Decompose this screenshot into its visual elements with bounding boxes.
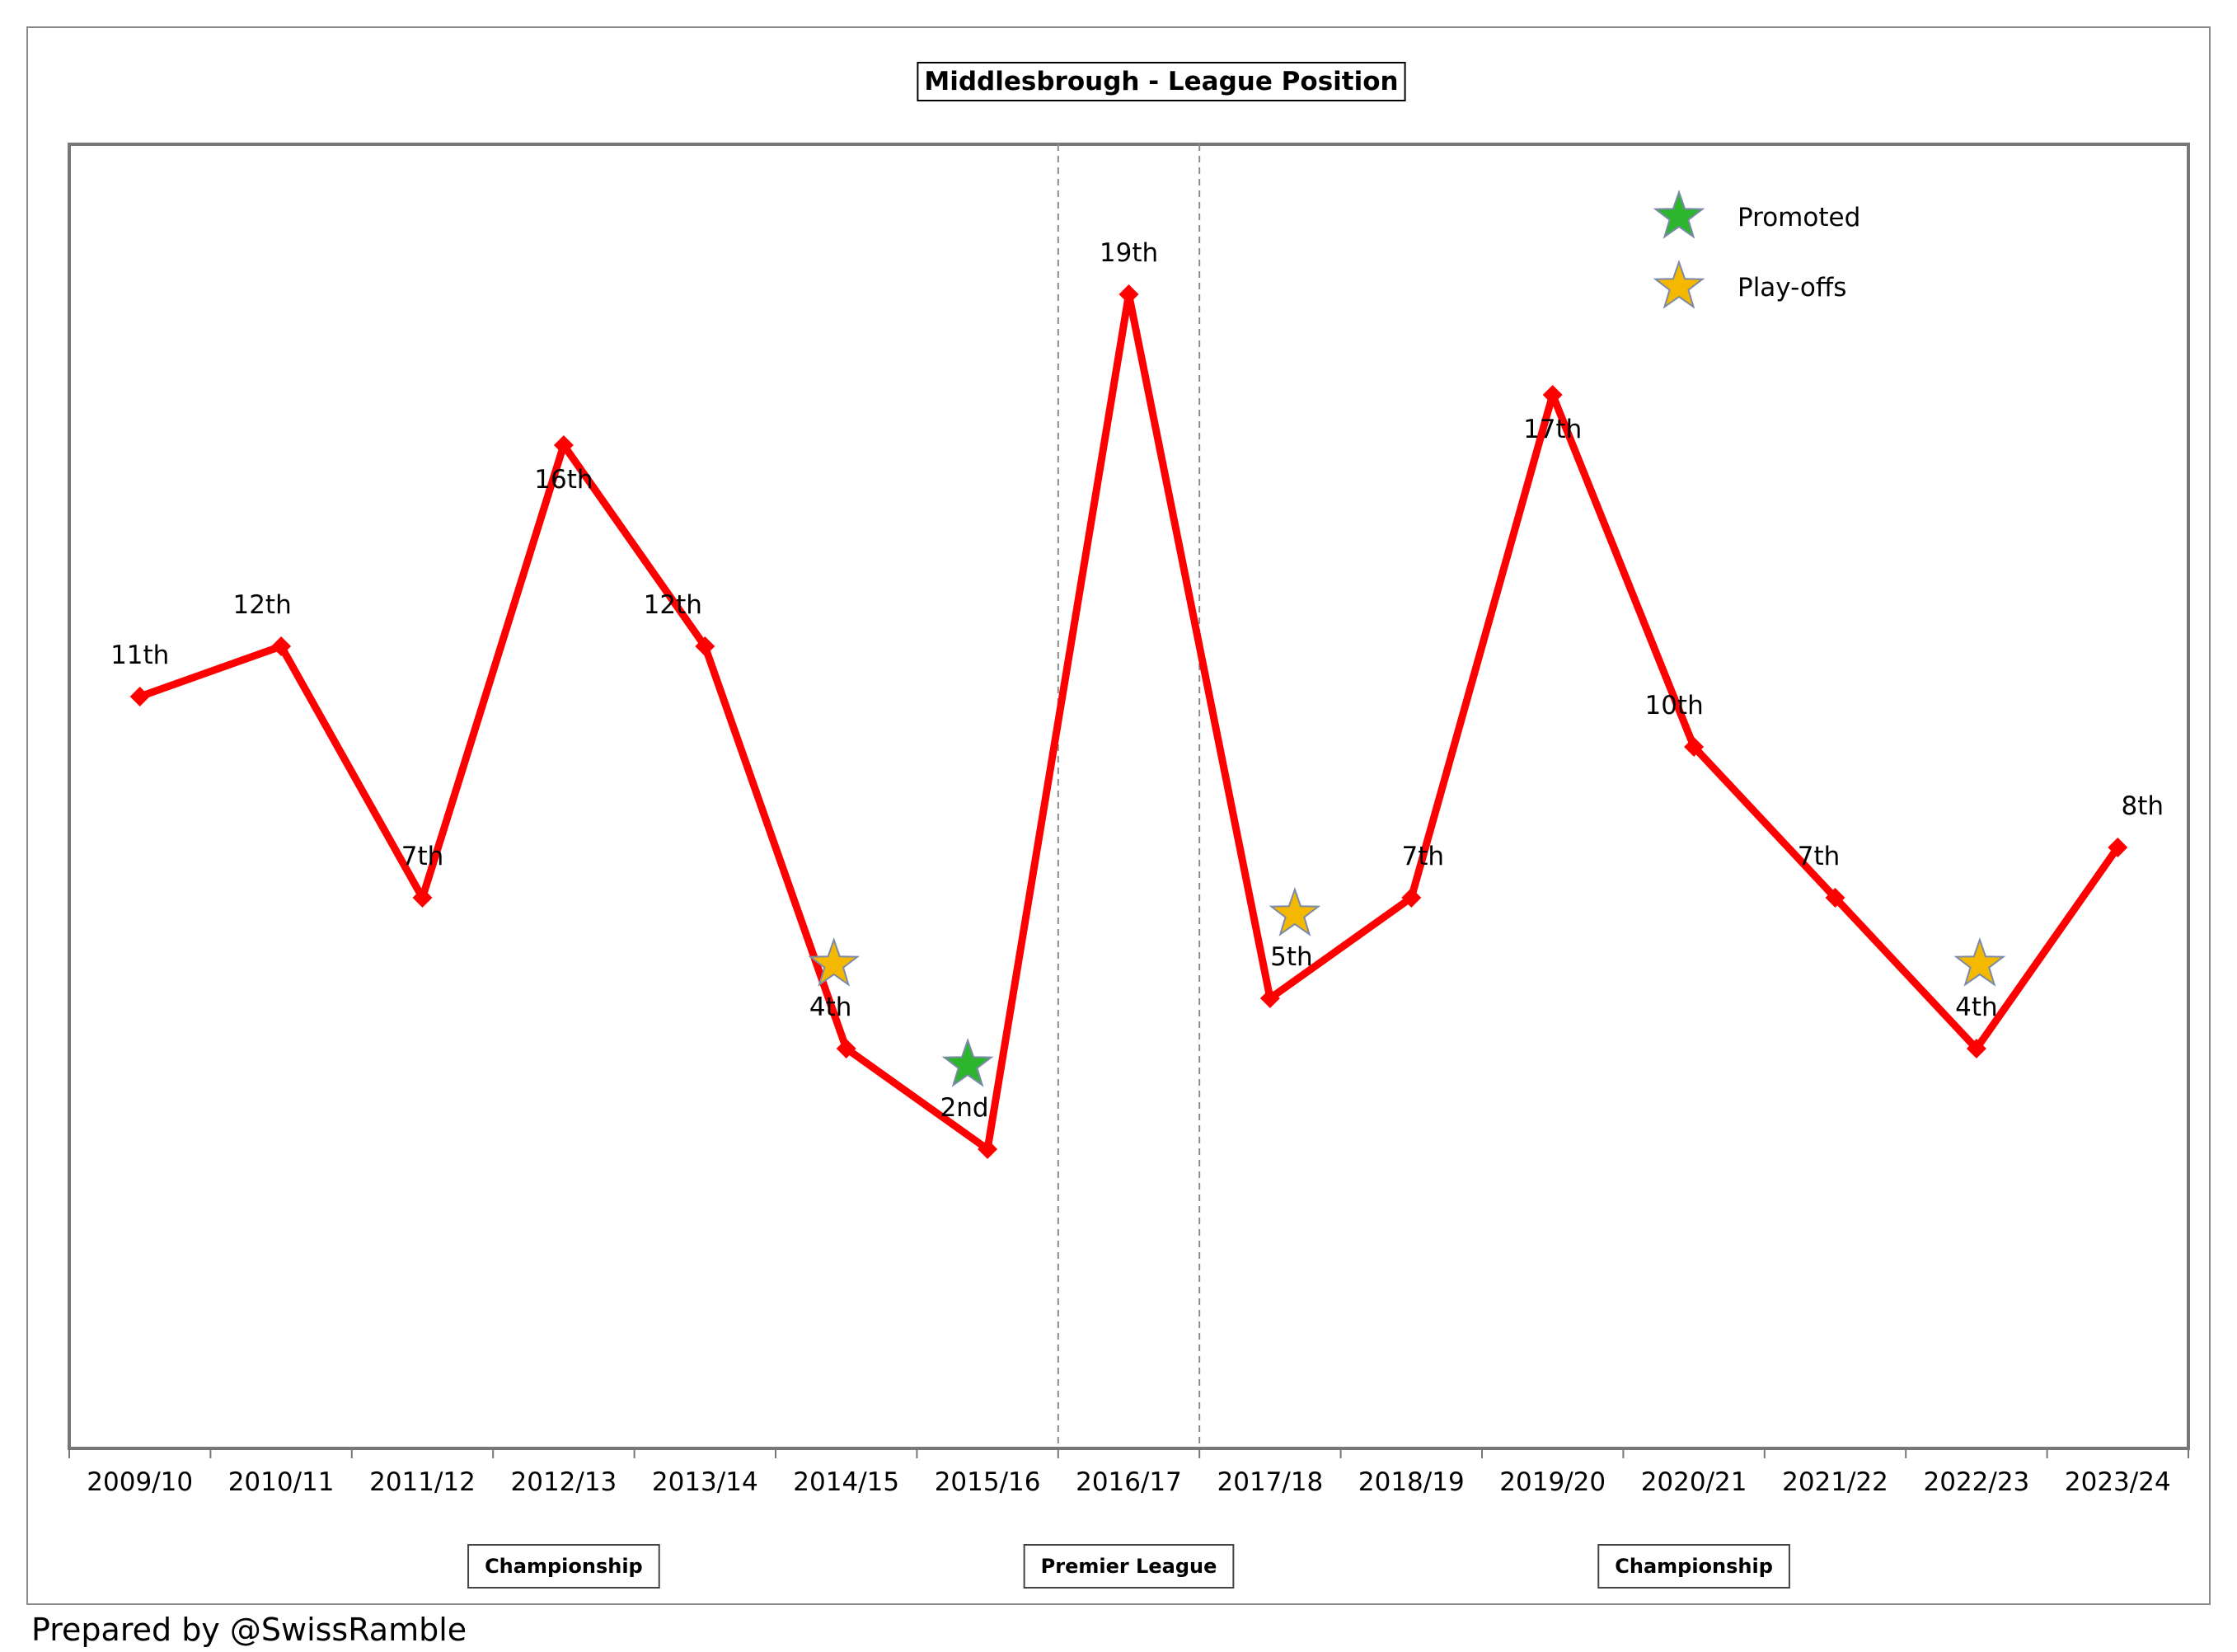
data-point xyxy=(2108,838,2128,857)
credit-text: Prepared by @SwissRamble xyxy=(31,1612,467,1648)
division-label: Premier League xyxy=(1041,1555,1217,1578)
playoffs-legend-star-icon xyxy=(1653,259,1705,309)
division-labels: Championship Premier League Championship xyxy=(467,1544,1790,1589)
data-labels: 11th 12th 7th 16th 12th 4th 2nd 19th 5th 7th 17th 1… xyxy=(110,238,2164,1123)
data-label: 2nd xyxy=(940,1093,989,1123)
data-point xyxy=(271,636,292,656)
x-tick-label: 2010/11 xyxy=(228,1467,335,1497)
data-label: 12th xyxy=(232,590,291,620)
data-label: 8th xyxy=(2122,791,2164,821)
data-point xyxy=(1259,988,1280,1008)
promoted-star-icon xyxy=(941,1037,994,1087)
legend: Promoted Play-offs xyxy=(1653,189,1860,309)
data-label: 7th xyxy=(1798,842,1841,871)
x-tick-label: 2023/24 xyxy=(2065,1467,2171,1497)
playoffs-star-icon xyxy=(1269,886,1321,936)
data-point xyxy=(695,636,715,656)
data-label: 12th xyxy=(644,590,702,620)
data-label: 11th xyxy=(110,641,169,670)
division-label: Championship xyxy=(1615,1555,1773,1578)
x-tick-label: 2014/15 xyxy=(793,1467,899,1497)
playoffs-star-icon xyxy=(1953,936,2006,987)
division-label-box xyxy=(467,1544,660,1589)
data-point xyxy=(836,1039,856,1058)
data-label: 4th xyxy=(809,993,852,1022)
data-label: 17th xyxy=(1523,415,1582,444)
data-label: 4th xyxy=(1955,993,1998,1022)
division-label-box xyxy=(1597,1544,1790,1589)
division-label-box xyxy=(1023,1544,1235,1589)
data-point xyxy=(1966,1039,1986,1058)
data-point xyxy=(1825,888,1845,908)
x-tick-label: 2017/18 xyxy=(1217,1467,1324,1497)
data-label: 7th xyxy=(1402,842,1445,871)
data-point xyxy=(553,435,574,455)
x-tick-label: 2016/17 xyxy=(1076,1467,1182,1497)
promoted-legend-star-icon xyxy=(1653,189,1705,239)
x-tick-label: 2009/10 xyxy=(87,1467,193,1497)
data-label: 10th xyxy=(1644,691,1703,720)
x-tick-label: 2013/14 xyxy=(652,1467,758,1497)
data-label: 5th xyxy=(1270,942,1313,972)
data-point xyxy=(978,1139,998,1159)
x-tick-label: 2019/20 xyxy=(1499,1467,1606,1497)
x-tick-label: 2020/21 xyxy=(1641,1467,1747,1497)
x-tick-label: 2022/23 xyxy=(1924,1467,2030,1497)
x-tick-label: 2011/12 xyxy=(369,1467,476,1497)
data-point xyxy=(1684,737,1705,757)
chart-title: Middlesbrough - League Position xyxy=(924,67,1398,96)
x-tick-label: 2021/22 xyxy=(1782,1467,1888,1497)
chart-frame xyxy=(26,26,2211,1605)
playoffs-star-icon xyxy=(808,936,861,987)
data-point xyxy=(1401,888,1422,908)
data-label: 16th xyxy=(534,465,593,495)
data-point xyxy=(1542,385,1563,405)
data-point xyxy=(412,888,433,908)
x-tick-label: 2012/13 xyxy=(511,1467,617,1497)
chart-title-group: Middlesbrough - League Position xyxy=(917,62,1406,101)
x-tick-label: 2018/19 xyxy=(1358,1467,1465,1497)
data-point xyxy=(129,687,150,706)
division-label: Championship xyxy=(485,1555,643,1578)
data-label: 7th xyxy=(401,842,444,871)
data-label: 19th xyxy=(1100,238,1158,268)
x-axis-labels: 2009/10 2010/11 2011/12 2012/13 2013/14 2014/… xyxy=(87,1467,2170,1497)
plot-area xyxy=(68,143,2190,1450)
division-dividers xyxy=(1057,144,1201,1448)
chart-title-box xyxy=(917,62,1406,101)
x-axis-ticks xyxy=(68,1448,2189,1458)
data-point xyxy=(1118,284,1139,304)
legend-label: Promoted xyxy=(1738,203,1860,232)
x-tick-label: 2015/16 xyxy=(935,1467,1041,1497)
legend-label: Play-offs xyxy=(1738,273,1846,303)
season-markers xyxy=(808,886,2006,1087)
data-points xyxy=(129,284,2128,1159)
